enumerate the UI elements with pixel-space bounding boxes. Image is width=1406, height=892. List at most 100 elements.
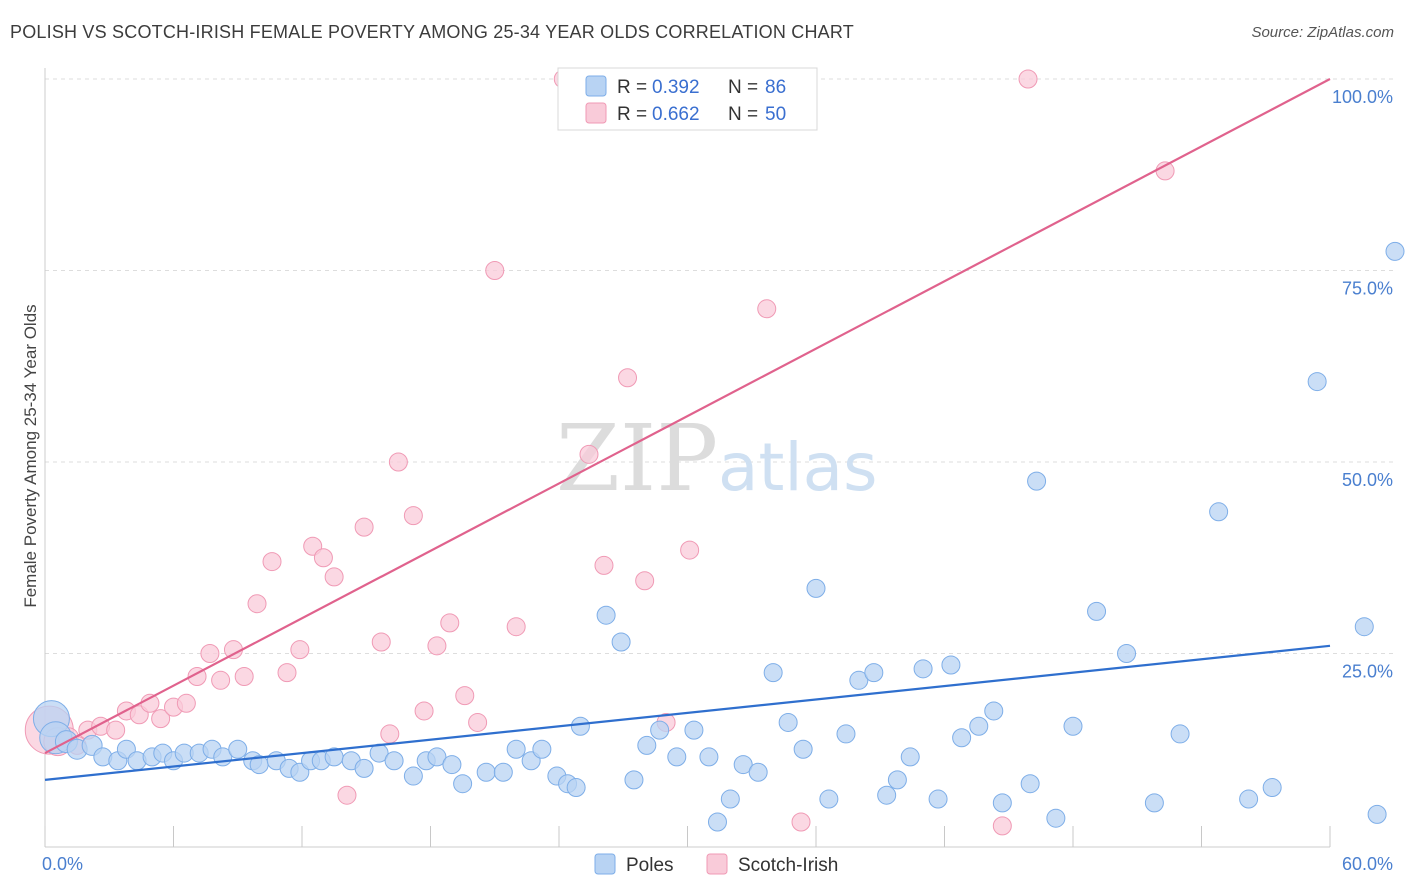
poles-trend-line <box>44 644 1331 781</box>
scotch-irish-point <box>290 640 310 660</box>
scotch-irish-point <box>313 548 333 568</box>
source-credit: Source: ZipAtlas.com <box>1251 24 1394 41</box>
poles-point <box>1354 617 1374 637</box>
scotch-irish-point <box>427 636 447 656</box>
series-legend: Poles Scotch-Irish <box>594 853 838 876</box>
chart-title: POLISH VS SCOTCH-IRISH FEMALE POVERTY AM… <box>10 22 854 42</box>
scotch-irish-point <box>635 571 655 591</box>
poles-point <box>1385 241 1405 261</box>
poles-point <box>476 762 496 782</box>
legend-r-value-poles: 0.392 <box>652 77 700 98</box>
poles-point <box>637 735 657 755</box>
poles-point <box>566 778 586 798</box>
poles-point <box>403 766 423 786</box>
poles-point <box>532 739 552 759</box>
poles-point <box>1262 778 1282 798</box>
poles-point <box>1209 502 1229 522</box>
poles-point <box>493 762 513 782</box>
poles-point <box>707 812 727 832</box>
legend-swatch-poles <box>585 75 607 97</box>
scotch-irish-point <box>791 812 811 832</box>
scotch-irish-point <box>262 552 282 572</box>
scotch-irish-point <box>151 709 171 729</box>
scotch-irish-point <box>324 567 344 587</box>
poles-point <box>611 632 631 652</box>
poles-point <box>984 701 1004 721</box>
poles-point <box>1063 716 1083 736</box>
poles-point <box>806 578 826 598</box>
gridlines <box>45 78 1395 654</box>
poles-point <box>1239 789 1259 809</box>
scotch-irish-point <box>200 644 220 663</box>
poles-point <box>570 716 590 736</box>
poles-point <box>442 755 462 775</box>
poles-point <box>1020 774 1040 794</box>
bottom-legend-swatch-scotch-irish <box>706 853 728 875</box>
bottom-legend-swatch-poles <box>594 853 616 875</box>
poles-point <box>941 655 961 675</box>
scotch-irish-point <box>106 720 126 740</box>
poles-point <box>506 739 526 759</box>
y-axis-title: Female Poverty Among 25-34 Year Olds <box>21 304 40 607</box>
y-tick-label: 100.0% <box>1332 87 1393 107</box>
scotch-irish-point <box>277 663 297 683</box>
poles-points <box>32 241 1405 832</box>
y-tick-label: 25.0% <box>1342 662 1393 682</box>
poles-point <box>427 747 447 767</box>
poles-point <box>1307 372 1327 392</box>
y-tick-label: 75.0% <box>1342 279 1393 299</box>
scotch-irish-point <box>354 517 374 537</box>
poles-point <box>1087 601 1107 621</box>
poles-point <box>748 762 768 782</box>
scotch-irish-point <box>176 693 196 713</box>
scotch-irish-point <box>485 261 505 280</box>
poles-point <box>624 770 644 790</box>
scotch-irish-point <box>506 617 526 637</box>
legend-n-label-scotch-irish: N = <box>728 104 758 125</box>
scotch-irish-point <box>414 701 434 721</box>
scotch-irish-point <box>371 632 391 652</box>
poles-point <box>354 758 374 778</box>
scotch-irish-point <box>1018 69 1038 89</box>
poles-point <box>763 663 783 683</box>
poles-point <box>1046 808 1066 828</box>
bottom-legend-label-scotch-irish: Scotch-Irish <box>738 855 838 876</box>
poles-point <box>1117 644 1137 663</box>
poles-point <box>952 728 972 748</box>
correlation-legend: R = 0.392 N = 86 R = 0.662 N = 50 <box>557 67 818 131</box>
y-tick-label: 50.0% <box>1342 470 1393 490</box>
poles-point <box>1027 471 1047 491</box>
scotch-irish-point <box>337 785 357 805</box>
scotch-irish-point <box>618 368 638 388</box>
poles-point <box>733 755 753 775</box>
x-tick-label-max: 60.0% <box>1342 854 1393 874</box>
poles-point <box>849 670 869 690</box>
poles-point <box>1144 793 1164 813</box>
legend-n-value-scotch-irish: 50 <box>765 104 786 125</box>
scotch-irish-point <box>247 594 267 614</box>
poles-point <box>969 716 989 736</box>
poles-point <box>1170 724 1190 744</box>
poles-point <box>836 724 856 744</box>
poles-point <box>900 747 920 767</box>
scotch-irish-point <box>455 686 475 706</box>
poles-point <box>793 739 813 759</box>
scotch-irish-point <box>992 816 1012 836</box>
poles-point <box>992 793 1012 813</box>
poles-point <box>778 712 798 732</box>
scotch-irish-point <box>440 613 460 633</box>
scotch-irish-point <box>579 444 599 464</box>
scotch-irish-point <box>380 724 400 744</box>
x-tick-labels: 0.0% 60.0% <box>42 854 1393 874</box>
poles-point <box>667 747 687 767</box>
scotch-irish-point <box>468 712 488 732</box>
scotch-irish-point <box>211 670 231 690</box>
legend-r-label-scotch-irish: R = <box>617 104 647 125</box>
scotch-irish-point <box>680 540 700 560</box>
bottom-legend-label-poles: Poles <box>626 855 674 876</box>
poles-point <box>720 789 740 809</box>
poles-point <box>819 789 839 809</box>
watermark-atlas: atlas <box>718 429 878 506</box>
poles-point <box>887 770 907 790</box>
